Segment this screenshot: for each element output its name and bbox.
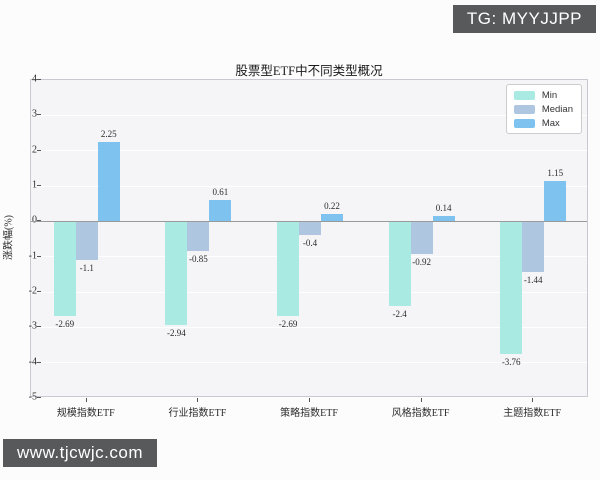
bar-value-label: -2.94 [167,328,186,339]
y-tick-mark [37,114,41,116]
x-tick-label-2: 策略指数ETF [280,408,338,419]
zero-line [31,220,587,222]
plot-area: Min Median Max -2.69 -1.1 2.25 -2.94 -0.85 0.61… [30,79,588,397]
bar-value-label: -2.4 [392,309,407,320]
legend-swatch-icon [513,119,535,128]
bar-median-2 [299,221,321,236]
bar-value-label: -0.4 [302,238,318,249]
bar-max-1 [209,199,232,222]
gridline [31,150,587,152]
x-tick-label-4: 主题指数ETF [503,408,562,419]
bar-value-label: -2.69 [55,319,75,330]
y-tick-mark [37,397,41,398]
x-tick-label-1: 行业指数ETF [168,408,227,419]
bar-value-label: -0.85 [189,254,208,265]
bar-value-label: 1.15 [547,167,564,178]
legend-item-max: Max [513,118,573,129]
bar-max-2 [321,213,343,222]
x-tick-mark [197,398,199,402]
bar-chart: 股票型ETF中不同类型概况 涨跌幅(%) Min Median Max -2.69 -… [0,40,600,440]
legend-swatch-icon [513,105,535,114]
legend-label: Max [541,118,560,129]
y-tick-mark [37,79,41,80]
y-tick-mark [37,361,41,363]
x-tick-mark [420,398,422,402]
y-tick-label: -2 [28,285,37,297]
y-tick-label: 1 [32,179,37,191]
bar-median-0 [75,221,98,261]
bar-max-4 [544,180,567,222]
website-badge: www.tjcwjc.com [3,439,158,467]
legend-item-median: Median [513,104,573,115]
x-tick-label-3: 风格指数ETF [391,408,450,419]
y-tick-label: 4 [32,73,37,85]
legend-label: Min [541,90,558,101]
gridline [31,326,587,328]
y-tick-mark [37,326,41,328]
tg-contact-badge: TG: MYYJJPP [452,5,596,33]
bar-value-label: -3.76 [501,357,521,368]
y-tick-mark [37,255,41,257]
bar-value-label: 0.14 [435,203,452,214]
bar-min-3 [388,221,411,307]
bar-value-label: 2.25 [100,128,117,139]
x-tick-mark [309,398,310,402]
bar-median-3 [410,221,433,254]
bar-value-label: -0.92 [412,256,431,267]
gridline [31,291,587,293]
bar-value-label: -1.1 [79,263,94,274]
bar-min-0 [53,221,76,317]
bar-median-4 [522,221,545,273]
y-tick-label: -1 [28,250,37,262]
bar-value-label: 0.22 [324,200,340,211]
y-tick-mark [37,291,41,292]
x-tick-mark [532,398,534,402]
chart-title: 股票型ETF中不同类型概况 [235,64,383,78]
bar-value-label: 0.61 [212,186,229,197]
y-tick-label: -4 [28,356,37,368]
y-tick-label: -5 [28,391,37,403]
gridline [31,362,587,364]
bar-median-1 [187,221,210,252]
legend-swatch-icon [513,91,535,100]
y-tick-label: 3 [32,108,37,120]
y-tick-mark [37,185,41,186]
bar-value-label: -2.69 [278,319,298,330]
bar-max-3 [432,216,455,222]
y-tick-label: 2 [32,144,37,156]
bar-min-1 [165,221,188,326]
legend-item-min: Min [513,90,573,101]
gridline [31,114,587,116]
y-tick-mark [37,149,41,151]
x-tick-label-0: 规模指数ETF [56,408,115,419]
bar-value-label: -1.44 [523,275,543,286]
legend-label: Median [541,104,573,115]
bar-min-4 [500,221,523,355]
bar-max-0 [97,141,120,222]
legend: Min Median Max [505,84,582,134]
gridline [31,185,587,187]
x-tick-mark [85,398,87,402]
bar-min-2 [277,221,299,317]
y-tick-label: 0 [32,215,37,226]
y-tick-label: -3 [28,320,37,332]
y-axis-label: 涨跌幅(%) [3,215,15,260]
gridline [31,256,587,258]
